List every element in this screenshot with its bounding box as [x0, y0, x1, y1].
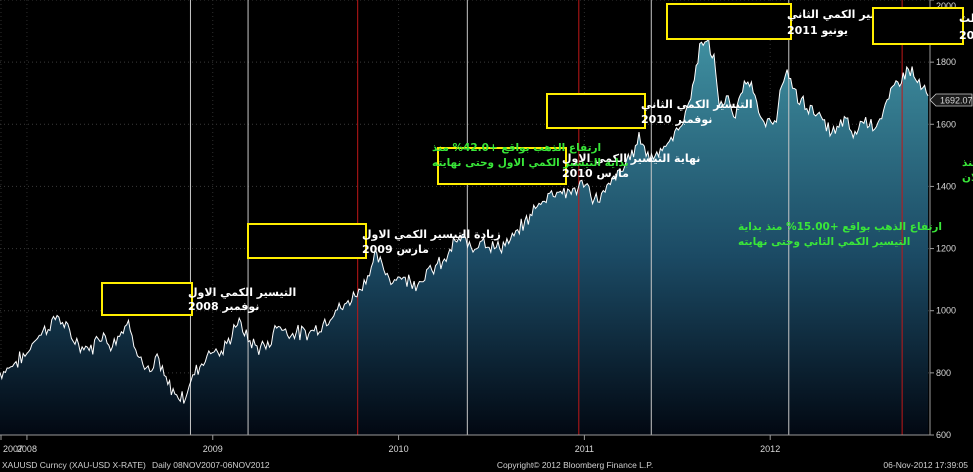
y-tick-label: 1800	[936, 57, 956, 67]
x-tick-label: 2008	[17, 444, 37, 454]
annotation-qe2-start-date: نوفمبر 2010	[641, 113, 712, 126]
annotation-qe3-start-date: سبتمبر 2012	[959, 29, 973, 42]
last-price-label: 1692.07	[940, 96, 973, 106]
y-tick-label: 800	[936, 368, 951, 378]
note-qe2-gain: ارتفاع الذهب بواقع +15.00% منذ بداية الت…	[738, 221, 942, 248]
footer-range: Daily 08NOV2007-06NOV2012	[152, 460, 270, 470]
note-qe3-gain: ارتفاع الذهب بواقع +11.00% منذ بداية الت…	[962, 157, 973, 184]
footer-copyright: Copyright© 2012 Bloomberg Finance L.P.	[497, 460, 653, 470]
annotation-qe3-start: التيسير الكمي الثالث سبتمبر 2012	[872, 7, 973, 45]
price-area-fill	[0, 38, 929, 435]
y-axis-ticks: 600 800 1000 1200 1400 1600 1800 2000	[930, 0, 956, 440]
annotation-qe2-start-title: التيسير الكمي الثاني	[641, 98, 753, 111]
note-qe1-gain-line2: بداية التيسير الكمي الاول وحتى نهايته	[432, 157, 629, 169]
last-price-marker: 1692.07	[929, 93, 973, 107]
annotation-qe2-start: التيسير الكمي الثاني نوفمبر 2010	[546, 93, 753, 129]
event-lines	[189, 0, 903, 435]
y-tick-label: 2000	[936, 1, 956, 11]
annotation-qe1-increase: زيادة التيسير الكمي الاول مارس 2009	[247, 223, 501, 259]
y-tick-label: 600	[936, 430, 951, 440]
annotation-qe2-end-date: يونيو 2011	[787, 24, 848, 37]
chart-footer: XAUUSD Curncy (XAU-USD X-RATE) Daily 08N…	[2, 460, 968, 470]
x-tick-label: 2012	[760, 444, 780, 454]
note-qe3-gain-line1: ارتفاع الذهب بواقع +11.00% منذ	[962, 157, 973, 169]
annotation-qe1-start-title: التيسير الكمي الاول	[188, 286, 296, 299]
note-qe2-gain-line2: التيسير الكمي الثاني وحتى نهايته	[738, 236, 910, 248]
annotation-qe1-start-date: نوفمبر 2008	[188, 300, 259, 313]
x-tick-label: 2010	[389, 444, 409, 454]
price-line	[0, 37, 929, 404]
annotation-qe1-increase-date: مارس 2009	[362, 243, 429, 256]
y-tick-label: 1200	[936, 244, 956, 254]
y-tick-label: 1000	[936, 306, 956, 316]
annotation-qe1-increase-title: زيادة التيسير الكمي الاول	[362, 228, 501, 241]
y-tick-label: 1600	[936, 119, 956, 129]
note-qe1-gain-line1: ارتفاع الذهب بواقع +42.0% منذ	[432, 142, 601, 154]
x-tick-label: 2011	[575, 444, 594, 454]
annotation-qe1-end-title: نهاية التيسير الكمي الاول	[562, 152, 700, 165]
note-qe2-gain-line1: ارتفاع الذهب بواقع +15.00% منذ بداية	[738, 221, 942, 233]
x-tick-label: 2007	[3, 444, 23, 454]
note-qe3-gain-line2: بداية التيسير الكمي الثالث الى الان	[962, 172, 973, 184]
x-tick-label: 2009	[203, 444, 223, 454]
footer-security: XAUUSD Curncy (XAU-USD X-RATE)	[2, 460, 146, 470]
y-tick-label: 1400	[936, 181, 956, 191]
annotation-qe1-end: نهاية التيسير الكمي الاول مارس 2010	[437, 147, 700, 185]
note-qe1-gain: ارتفاع الذهب بواقع +42.0% منذ بداية التي…	[432, 142, 629, 169]
annotation-qe1-end-date: مارس 2010	[562, 167, 629, 180]
annotation-qe1-start: التيسير الكمي الاول نوفمبر 2008	[101, 282, 296, 316]
annotation-qe3-start-title: التيسير الكمي الثالث	[959, 12, 973, 25]
footer-timestamp: 06-Nov-2012 17:39:05	[883, 460, 968, 470]
